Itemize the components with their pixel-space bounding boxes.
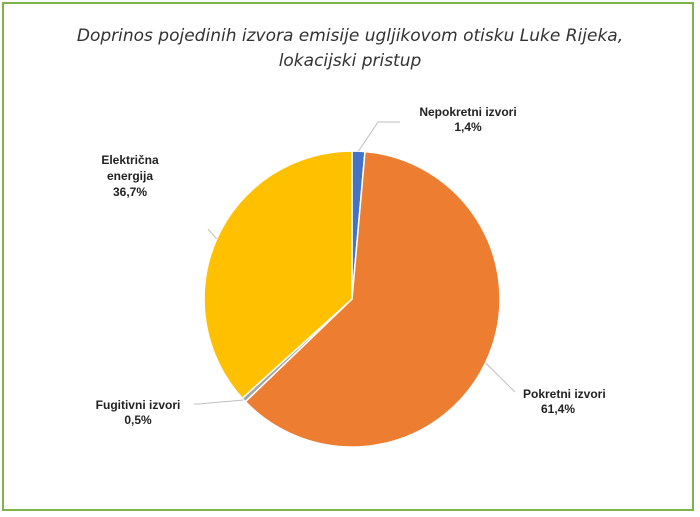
slice-elektricna-energija (203, 150, 353, 400)
label-nepokretni-value: 1,4% (454, 120, 482, 134)
leader-fugitivni (194, 399, 244, 405)
leader-pokretni (485, 362, 516, 393)
label-elektricna-name-2: energija (107, 169, 153, 183)
label-elektricna-value: 36,7% (113, 185, 147, 199)
label-pokretni-name: Pokretni izvori (523, 387, 606, 401)
label-elektricna-name-1: Električna (101, 153, 159, 167)
label-fugitivni-value: 0,5% (124, 413, 152, 427)
label-nepokretni-name: Nepokretni izvori (419, 105, 516, 119)
chart-title-line-2: lokacijski pristup (278, 51, 422, 71)
pie-slices (203, 150, 501, 448)
slice-pokretni-izvori (244, 150, 501, 448)
leader-lines (194, 121, 516, 405)
label-fugitivni-name: Fugitivni izvori (96, 398, 181, 412)
chart-title: Doprinos pojedinih izvora emisije ugljik… (0, 24, 700, 74)
leader-nepokretni (358, 121, 400, 152)
chart-title-line-1: Doprinos pojedinih izvora emisije ugljik… (76, 26, 624, 46)
label-pokretni-value: 61,4% (541, 402, 575, 416)
leader-elektricna (207, 228, 218, 240)
